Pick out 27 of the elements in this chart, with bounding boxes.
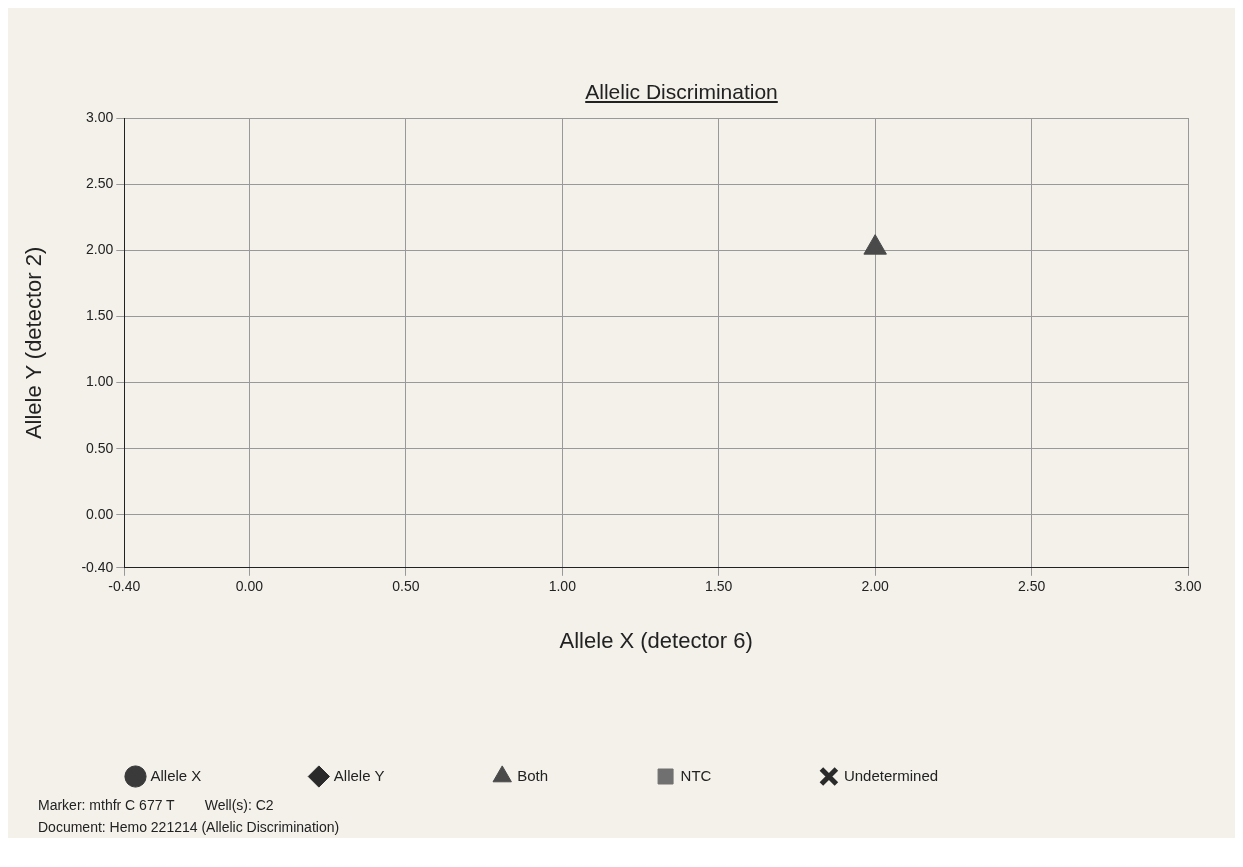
y-tick-label: 3.00 [86, 108, 114, 125]
x-tick-label: 3.00 [1174, 578, 1202, 595]
y-tick-label: 0.50 [86, 439, 114, 456]
y-tick-label: 2.00 [86, 241, 114, 258]
x-tick-label: 2.00 [861, 578, 889, 595]
legend-label: Both [517, 766, 549, 784]
y-tick-label: -0.40 [81, 558, 114, 575]
text: Marker: mthfr C 677 T [38, 797, 175, 813]
x-tick-label: 0.00 [235, 578, 264, 595]
legend-label: Allele Y [333, 766, 385, 784]
x-tick-label: -0.40 [108, 578, 141, 595]
y-tick-label: 1.50 [86, 307, 114, 324]
text: Document: Hemo 221214 (Allelic Discrimination) [38, 818, 341, 837]
y-tick-label: 2.50 [86, 175, 114, 192]
x-tick-label: 1.50 [705, 578, 733, 595]
x-tick-label: 2.50 [1017, 578, 1046, 595]
x-tick-label: 0.50 [392, 578, 420, 595]
legend-label: Undetermined [843, 766, 939, 784]
y-tick-label: 0.00 [86, 505, 114, 522]
text: Well(s): C2 [204, 797, 274, 813]
x-tick-label: 1.00 [548, 578, 577, 595]
legend-label: Allele X [150, 766, 202, 784]
y-axis-title: Allele Y (detector 2) [21, 246, 47, 440]
y-tick-label: 1.00 [86, 373, 114, 390]
x-axis-title: Allele X (detector 6) [559, 627, 753, 653]
legend-label: NTC [680, 766, 712, 784]
chart-title: Allelic Discrimination [584, 79, 779, 104]
